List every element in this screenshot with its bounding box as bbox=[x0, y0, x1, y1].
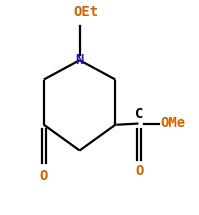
Text: OMe: OMe bbox=[160, 115, 185, 130]
Text: C: C bbox=[135, 108, 143, 121]
Text: O: O bbox=[40, 169, 48, 183]
Text: OEt: OEt bbox=[74, 5, 99, 19]
Text: N: N bbox=[75, 53, 84, 67]
Text: O: O bbox=[135, 164, 143, 178]
